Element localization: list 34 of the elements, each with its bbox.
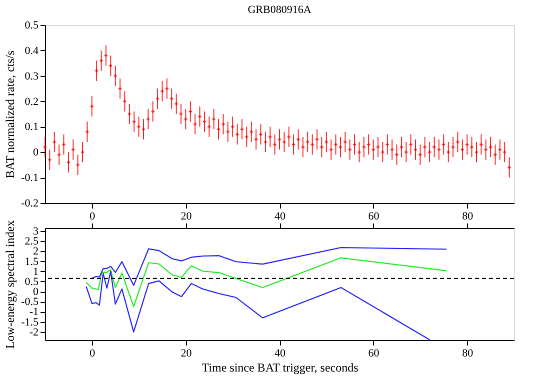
y-tick-label: -0.1 [21,172,38,184]
x-tick-label: 20 [180,210,192,222]
y-tick-label: -1 [29,306,38,318]
x-tick-label: 40 [274,210,286,222]
y-axis-title: BAT normalized rate, cts/s [3,50,18,178]
x2-tick-label: 20 [180,348,192,360]
y-tick-label: -1.5 [21,316,39,328]
x-axis-title: Time since BAT trigger, seconds [202,360,359,374]
y-tick-label: 0.1 [24,121,38,134]
line-series [86,257,448,308]
y-tick-label: -0.5 [21,296,39,308]
x-tick-label: 80 [462,210,474,222]
y-tick-label: 1.5 [24,256,39,268]
y-tick-label: 2 [33,246,38,258]
y-tick-label: 2.5 [24,236,39,248]
x2-tick-label: 80 [462,348,474,360]
y-tick-label: 0.3 [24,70,39,82]
y-tick-label: 0 [33,286,39,298]
y-tick-label: -0.2 [21,198,38,210]
y-tick-label: 0.5 [24,276,39,288]
x2-tick-label: 60 [368,348,380,360]
y-tick-label: 0.2 [24,96,38,108]
y-tick-label: 0 [33,146,39,159]
x2-tick-label: 0 [90,348,96,360]
x2-tick-label: 40 [274,348,286,360]
y-tick-label: 1 [33,266,38,278]
y-tick-label: -2 [29,326,38,338]
chart-title: GRB080916A [248,4,312,16]
x-tick-label: 60 [368,210,380,222]
y-axis-title: Low-energy spectral index [3,220,18,349]
y-tick-label: 3 [33,226,39,238]
y-tick-label: 0.4 [24,44,39,57]
x-tick-label: 0 [90,210,96,222]
y-tick-label: 0.5 [24,20,39,32]
